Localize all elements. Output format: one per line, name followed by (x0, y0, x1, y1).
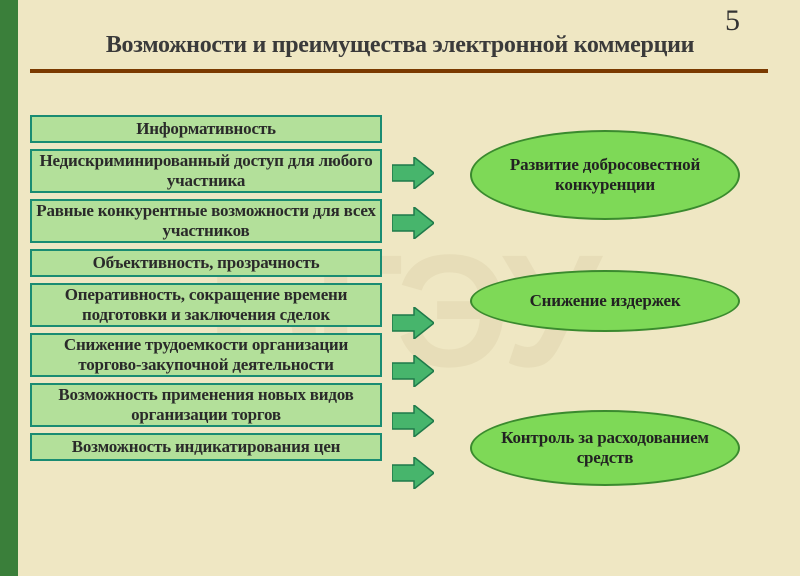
arrow-right-icon (392, 355, 434, 387)
arrow-right-icon (392, 157, 434, 189)
arrow-right-icon (392, 207, 434, 239)
benefit-ellipse: Контроль за расходованием средств (470, 410, 740, 486)
content-area: Информативность Недискриминированный дост… (30, 115, 780, 576)
title-divider (30, 69, 768, 73)
page-title: Возможности и преимущества электронной к… (30, 32, 770, 59)
feature-box: Снижение трудоемкости организации торгов… (30, 333, 382, 377)
benefit-ellipse: Снижение издержек (470, 270, 740, 332)
benefit-ellipse: Развитие добросовестной конкуренции (470, 130, 740, 220)
arrow-right-icon (392, 405, 434, 437)
feature-box: Возможность индикатирования цен (30, 433, 382, 461)
slide: БГЭУ 5 Возможности и преимущества электр… (0, 0, 800, 576)
arrow-right-icon (392, 457, 434, 489)
feature-box: Недискриминированный доступ для любого у… (30, 149, 382, 193)
features-column: Информативность Недискриминированный дост… (30, 115, 382, 467)
feature-box: Возможность применения новых видов орган… (30, 383, 382, 427)
left-sidebar-stripe (0, 0, 18, 576)
feature-box: Равные конкурентные возможности для всех… (30, 199, 382, 243)
arrow-right-icon (392, 307, 434, 339)
feature-box: Оперативность, сокращение времени подгот… (30, 283, 382, 327)
page-number: 5 (725, 4, 740, 38)
feature-box: Информативность (30, 115, 382, 143)
feature-box: Объективность, прозрачность (30, 249, 382, 277)
